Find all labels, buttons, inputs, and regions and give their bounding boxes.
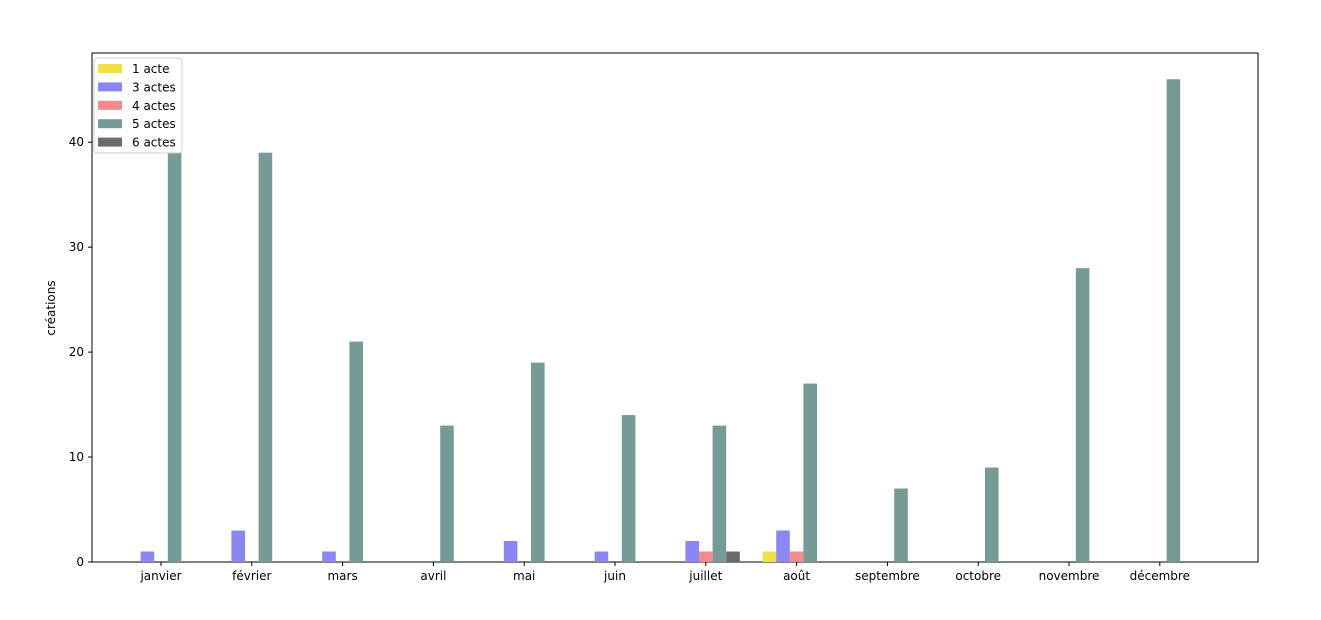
x-axis: janvier février mars avril mai juin juillet aoû… <box>139 562 1190 583</box>
legend-swatch <box>98 137 122 147</box>
bar-5-actes-1 <box>258 152 273 562</box>
bar-6-actes-6 <box>726 551 740 562</box>
x-tick-label: octobre <box>955 569 1001 583</box>
y-tick-label: 10 <box>69 450 84 464</box>
bar-5-actes-4 <box>531 362 545 562</box>
x-tick-label: août <box>783 569 810 583</box>
bar-5-actes-2 <box>349 341 363 562</box>
legend-swatch <box>98 100 122 110</box>
bar-5-actes-3 <box>440 425 454 562</box>
bar-3-actes-4 <box>503 541 518 562</box>
y-tick-label: 20 <box>69 345 84 359</box>
x-tick-label: juin <box>603 569 626 583</box>
legend-label: 5 actes <box>132 117 176 131</box>
y-tick-label: 30 <box>69 240 84 254</box>
legend-swatch <box>98 119 122 129</box>
bar-5-actes-6 <box>712 425 727 562</box>
x-tick-label: mars <box>327 569 357 583</box>
x-tick-label: décembre <box>1130 569 1190 583</box>
bar-3-actes-2 <box>322 551 336 562</box>
legend-label: 4 actes <box>132 99 176 113</box>
bar-4-actes-6 <box>699 551 713 562</box>
x-tick-label: janvier <box>139 569 181 583</box>
legend-label: 3 actes <box>132 80 176 94</box>
legend-label: 6 actes <box>132 136 176 150</box>
legend-swatch <box>98 64 122 73</box>
bar-5-actes-11 <box>1166 79 1181 562</box>
bar-3-actes-0 <box>140 551 155 562</box>
x-tick-label: mai <box>513 569 535 583</box>
x-tick-label: avril <box>420 569 446 583</box>
bar-5-actes-5 <box>621 415 636 562</box>
bar-5-actes-9 <box>985 467 999 562</box>
bars-group <box>140 79 1181 562</box>
x-tick-label: novembre <box>1039 569 1100 583</box>
bar-1-acte-7 <box>762 551 777 562</box>
legend-swatch <box>98 82 122 92</box>
legend-label: 1 acte <box>132 62 170 76</box>
y-axis: 0 10 20 30 40 <box>69 135 92 569</box>
plot-area <box>91 52 1259 563</box>
bar-5-actes-8 <box>894 488 908 562</box>
legend: 1 acte 3 actes 4 actes 5 actes 6 actes <box>93 57 183 154</box>
bar-5-actes-10 <box>1075 268 1090 562</box>
bar-4-actes-7 <box>789 551 804 562</box>
y-tick-label: 40 <box>69 135 84 149</box>
x-tick-label: juillet <box>688 569 722 583</box>
bar-3-actes-7 <box>776 530 790 562</box>
legend-box <box>93 57 183 154</box>
x-tick-label: septembre <box>855 569 920 583</box>
bar-5-actes-7 <box>803 383 817 562</box>
bar-3-actes-5 <box>594 551 609 562</box>
y-axis-label: créations <box>44 280 58 335</box>
x-tick-label: février <box>232 569 271 583</box>
bar-3-actes-6 <box>685 541 699 562</box>
bar-5-actes-0 <box>167 152 182 562</box>
bar-3-actes-1 <box>231 530 245 562</box>
y-tick-label: 0 <box>76 555 84 569</box>
